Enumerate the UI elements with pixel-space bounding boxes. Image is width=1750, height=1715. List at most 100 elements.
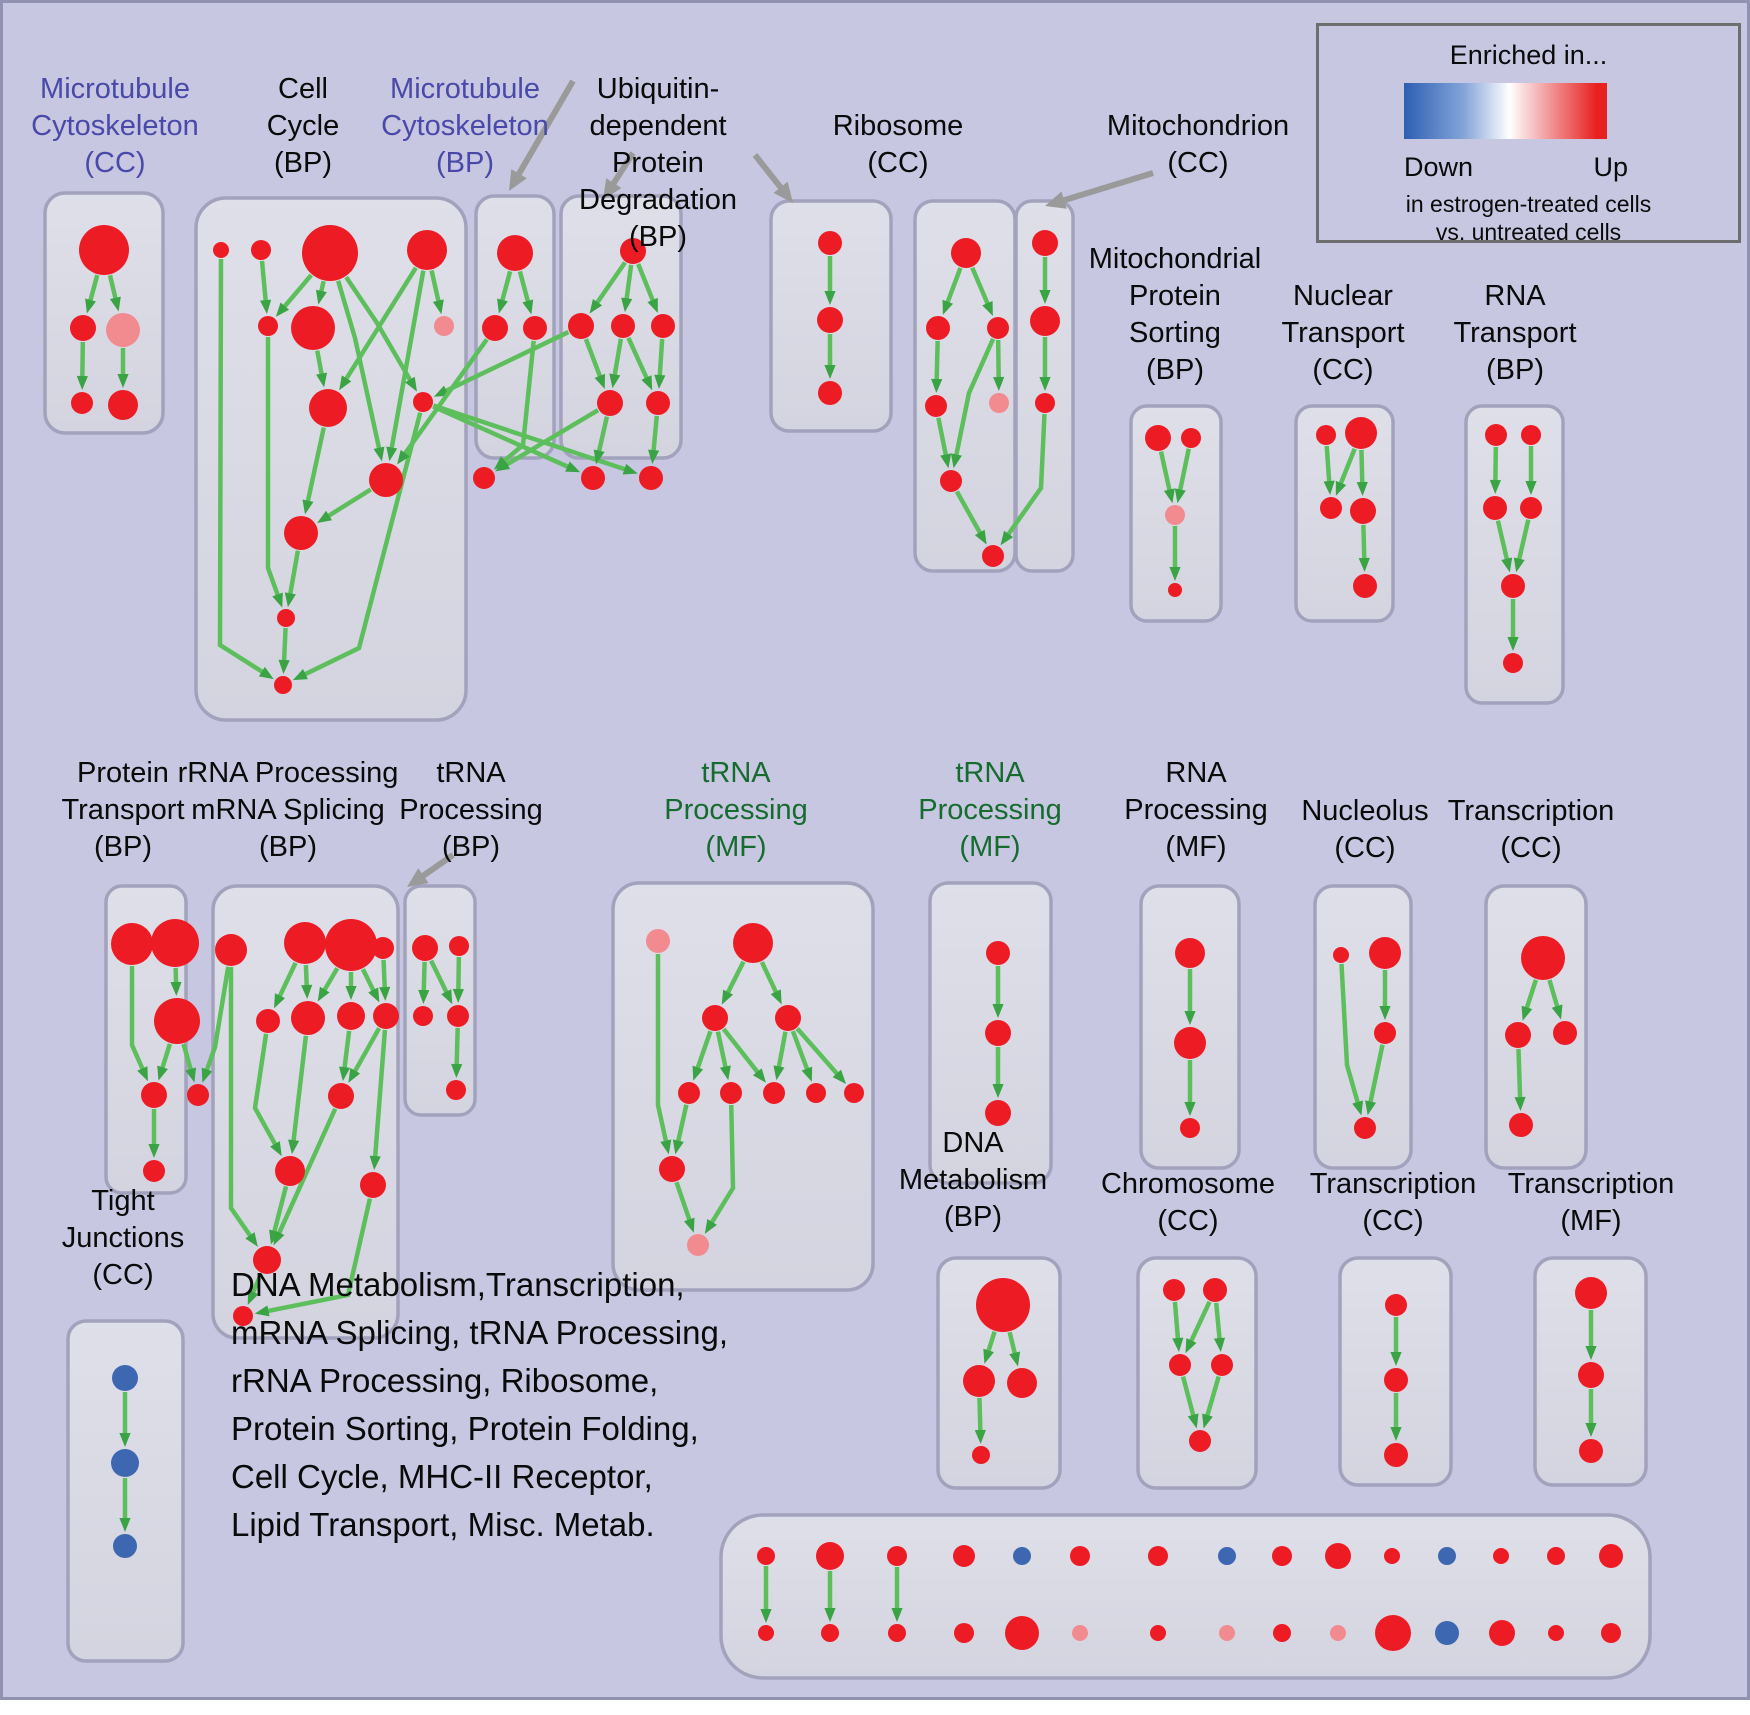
arrow-to-mito-box: [1059, 170, 1154, 205]
go-term-node-R0: [1485, 424, 1507, 446]
cluster-label-ribo: Ribosome (CC): [832, 110, 964, 179]
go-term-node-R5: [1503, 653, 1523, 673]
go-term-node-P0: [111, 923, 153, 965]
edge-arrowhead: [317, 510, 332, 523]
go-term-node-C3: [407, 230, 447, 270]
edge-arrowhead: [1323, 480, 1335, 496]
edge-arrowhead: [983, 1348, 994, 1364]
cluster-box-dna-box: [936, 1256, 1062, 1490]
edge-arrowhead: [993, 376, 1005, 392]
cluster-label-tmf2: tRNA Processing (MF): [918, 757, 1062, 863]
edge-line: [1495, 520, 1510, 564]
go-term-node-N2: [1320, 497, 1342, 519]
network-edges: [76, 256, 1597, 1623]
edge-arrowhead: [1551, 1004, 1563, 1020]
go-term-node-E2: [1007, 1368, 1037, 1398]
edge-arrowhead: [316, 372, 328, 388]
go-term-node-K2: [1374, 1022, 1396, 1044]
edge-arrowhead: [1501, 557, 1513, 573]
go-term-node-D1: [1030, 306, 1060, 336]
go-term-node-G3: [775, 1005, 801, 1031]
cluster-label-msort: Mitochondrial Protein Sorting (BP): [1088, 243, 1262, 386]
misc-categories-text: DNA Metabolism,Transcription, mRNA Splic…: [231, 1266, 729, 1543]
go-term-node-Zt5: [1013, 1547, 1031, 1565]
go-term-node-R1: [1521, 425, 1541, 445]
edge-arrowhead: [721, 989, 734, 1005]
arrow-to-ubiq2-box: [752, 153, 786, 193]
edge-line: [271, 1185, 289, 1236]
cluster-label-ntrans: Nuclear Transport (CC): [1281, 280, 1405, 386]
cluster-label-rnap: RNA Processing (MF): [1124, 757, 1268, 863]
cluster-label-cell: Cell Cycle (BP): [266, 73, 340, 179]
edge-line: [1177, 448, 1191, 494]
edge-arrowhead: [1009, 1351, 1021, 1367]
edge-arrowhead: [773, 1065, 785, 1081]
edge-arrowhead: [1039, 377, 1051, 391]
edge-arrowhead: [832, 1069, 847, 1084]
go-term-node-T4: [446, 1080, 466, 1100]
edge-line: [401, 338, 489, 458]
edge-line: [1204, 1375, 1221, 1420]
cluster-label-ptrans: Protein Transport (BP): [61, 757, 185, 863]
edge-arrowhead: [1521, 1005, 1533, 1021]
go-term-node-Q3: [372, 937, 394, 959]
edge-arrowhead: [269, 1229, 280, 1245]
edge-arrowhead: [315, 289, 327, 305]
go-term-node-R2: [1483, 496, 1507, 520]
go-term-node-E0: [976, 1278, 1030, 1332]
arrow-to-mtbp-box-head: [509, 169, 527, 191]
edge-arrowhead: [950, 453, 962, 469]
go-term-node-J2: [1180, 1118, 1200, 1138]
edge-arrowhead: [1185, 1338, 1197, 1354]
edge-line: [372, 1029, 388, 1161]
go-term-node-Q10: [360, 1172, 386, 1198]
go-term-node-U2: [611, 314, 635, 338]
edge-arrowhead: [982, 300, 993, 317]
go-term-node-C7: [309, 389, 347, 427]
edge-arrowhead: [824, 365, 836, 379]
cluster-box-mt-cc-box: [43, 191, 165, 435]
go-term-node-E1: [963, 1365, 995, 1397]
go-term-node-Zt15: [1599, 1544, 1623, 1568]
edge-line: [336, 280, 383, 453]
cluster-label-ubiq: Ubiquitin- dependent Protein Degradation…: [579, 73, 737, 253]
edge-arrowhead: [76, 375, 88, 391]
edge-arrowhead: [348, 1067, 361, 1083]
cluster-label-tight: Tight Junctions (CC): [61, 1185, 185, 1291]
go-term-node-G7: [806, 1083, 826, 1103]
cluster-label-tmf1: tRNA Processing (MF): [664, 757, 808, 863]
edge-line: [977, 1397, 983, 1435]
edge-line: [790, 1030, 811, 1074]
go-term-node-C9: [369, 463, 403, 497]
edge-line: [351, 1027, 382, 1076]
cluster-label-tbp: tRNA Processing (BP): [399, 757, 543, 863]
go-term-node-F4: [1189, 1430, 1211, 1452]
edge-line: [593, 261, 627, 307]
edge-line: [228, 967, 255, 1240]
edge-arrowhead: [641, 375, 653, 391]
edge-line: [675, 1104, 689, 1146]
go-term-node-W2: [1384, 1443, 1408, 1467]
go-term-nodes: [70, 225, 1623, 1651]
edge-line: [502, 408, 600, 469]
go-term-node-S0: [1145, 425, 1171, 451]
go-term-node-G8: [844, 1083, 864, 1103]
edge-arrowhead: [368, 987, 380, 1003]
go-term-node-X0: [1575, 1277, 1607, 1309]
edge-arrowhead: [272, 592, 283, 608]
edge-arrowhead: [1356, 481, 1368, 497]
go-term-node-K3: [1354, 1117, 1376, 1139]
go-term-node-R4: [1501, 574, 1525, 598]
edge-line: [360, 968, 377, 995]
edge-arrowhead: [1184, 1102, 1196, 1116]
go-term-node-Y2: [113, 1534, 137, 1558]
go-term-node-C10: [284, 516, 318, 550]
go-term-node-P5: [143, 1160, 165, 1182]
go-term-node-R3: [1520, 497, 1542, 519]
edge-arrowhead: [418, 989, 430, 1005]
edge-arrowhead: [647, 297, 658, 314]
edge-arrowhead: [185, 1067, 197, 1083]
legend-subtitle-2: vs. untreated cells: [1435, 219, 1622, 245]
go-term-node-D0: [1032, 230, 1058, 256]
go-term-node-L2: [1553, 1021, 1577, 1045]
